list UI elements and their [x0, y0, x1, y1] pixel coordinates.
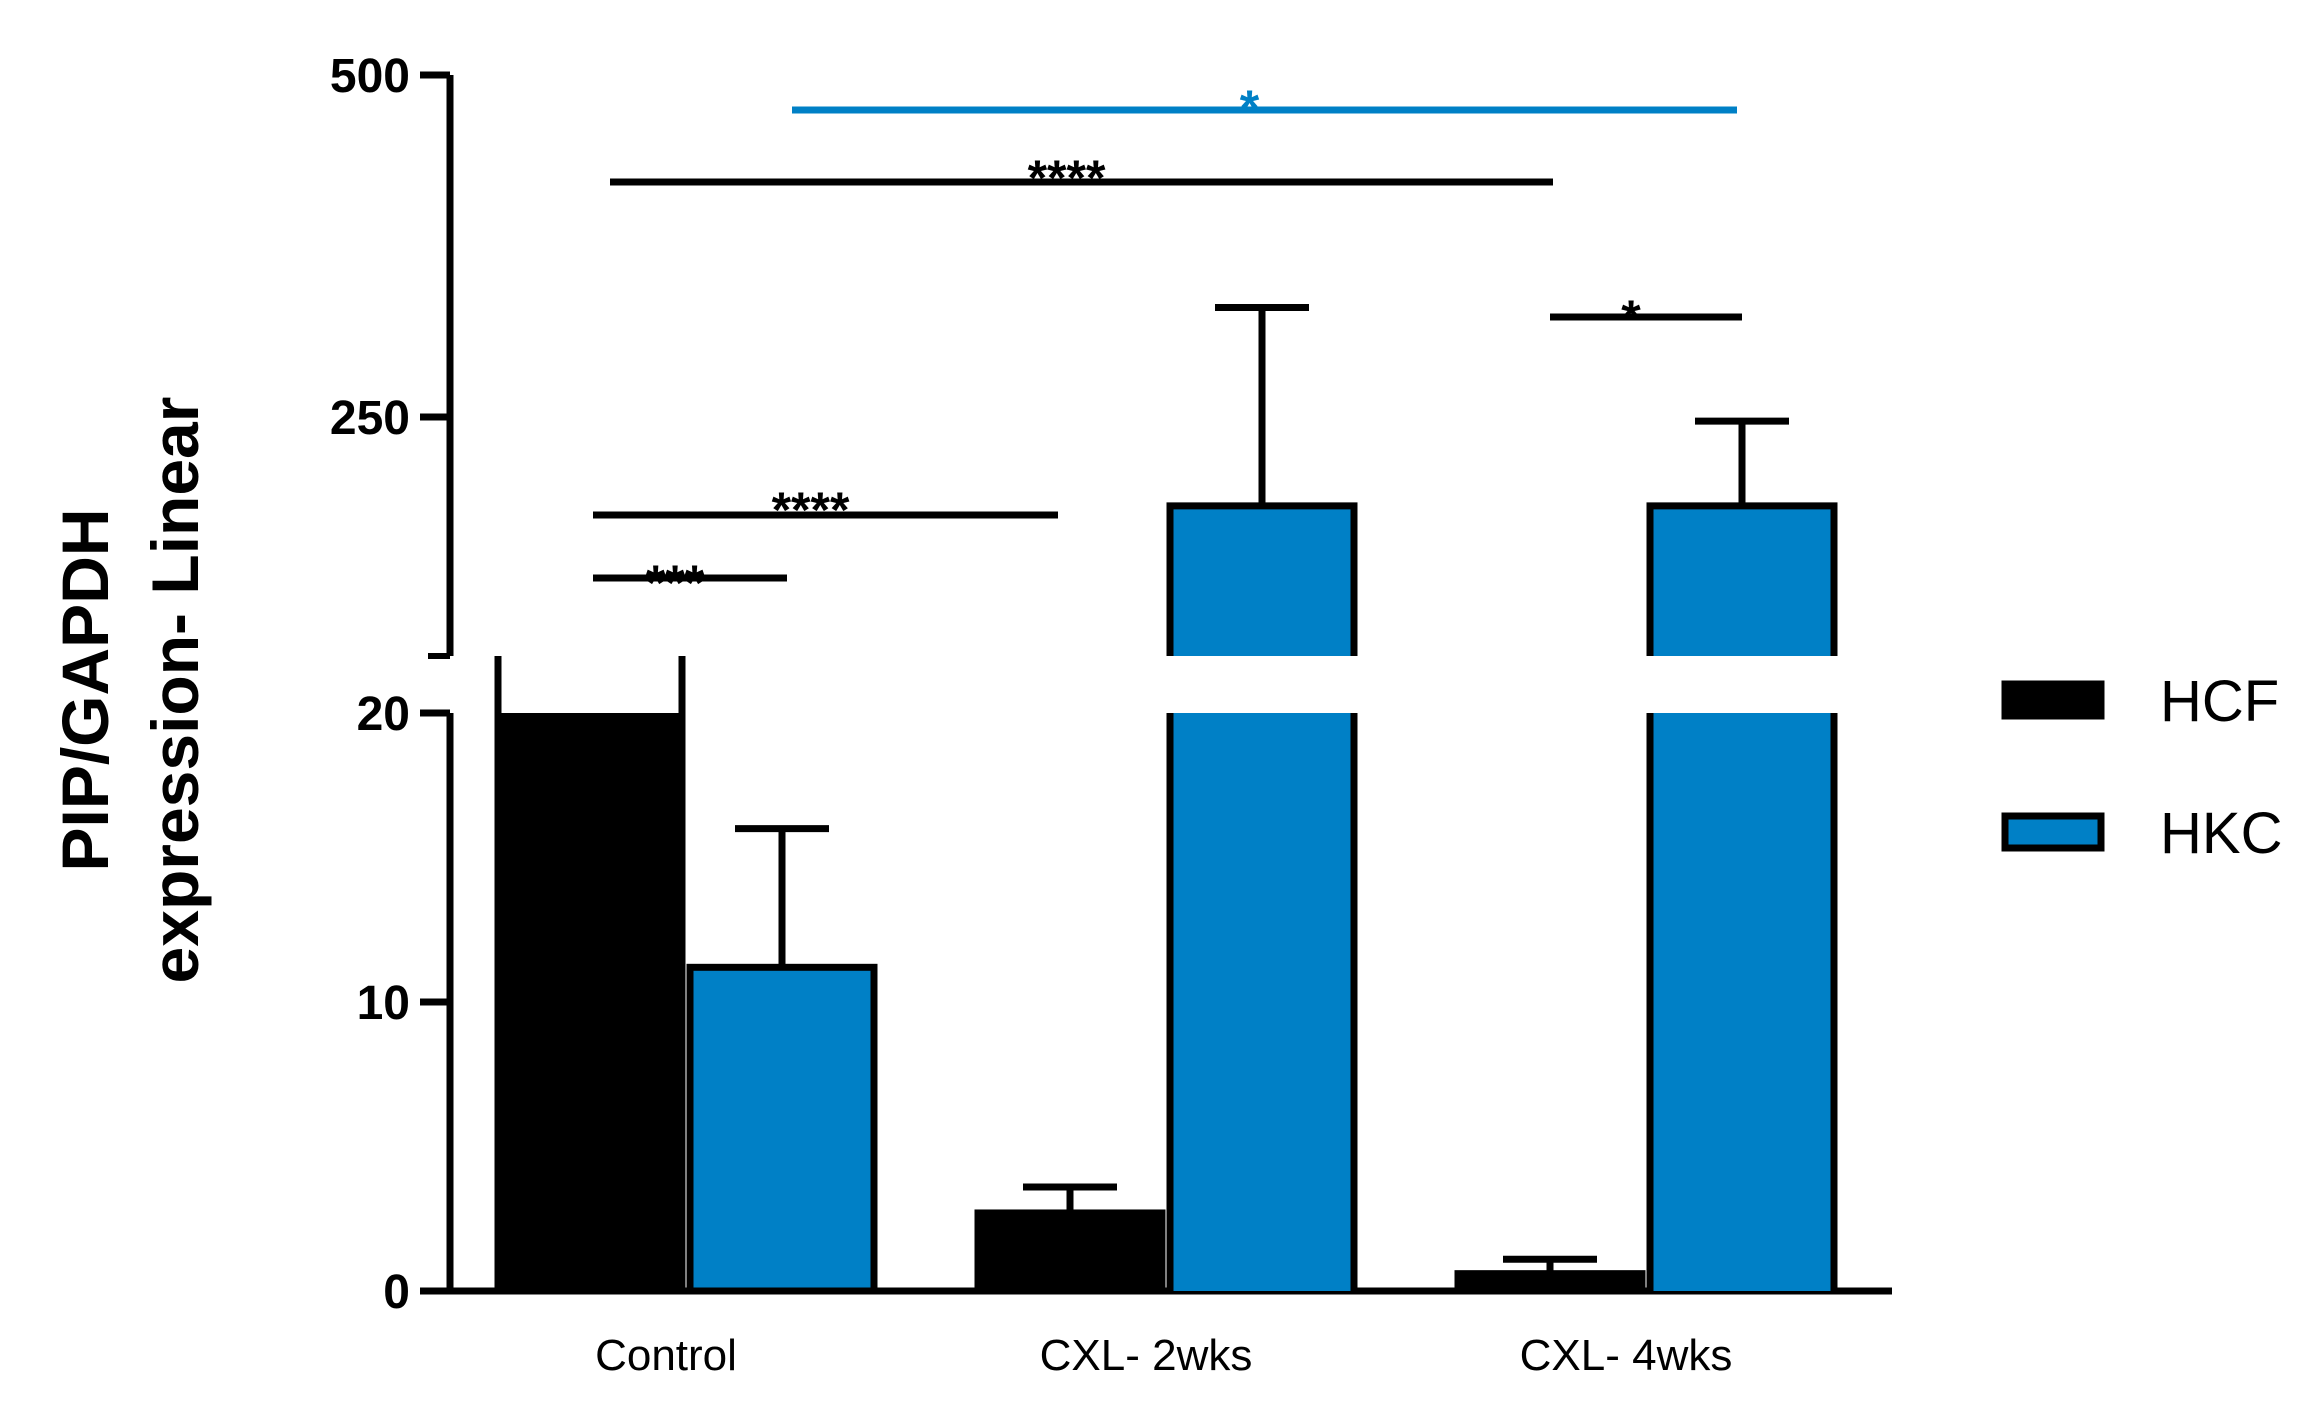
y-ticks: 500 250 20 10 0: [330, 50, 450, 1319]
bar-hcf: [494, 656, 686, 1291]
significance-brackets: *************: [593, 80, 1742, 611]
y-axis-title: PIP/GAPDH expression- Linear: [48, 397, 212, 984]
bar-upper-outline: [494, 656, 686, 735]
bar-lower-outline: [1646, 713, 1838, 1291]
bar-upper-segment: [1650, 505, 1834, 656]
bar-lower-outline: [1166, 713, 1358, 1291]
bar-hcf: [974, 1209, 1166, 1295]
legend-label: HCF: [2160, 669, 2279, 734]
bar-hkc: [686, 963, 878, 1295]
y-tick-label: 0: [383, 1266, 410, 1319]
legend-swatch-hkc: [2001, 812, 2105, 852]
y-axis-title-line-2: expression- Linear: [138, 397, 212, 984]
bar-upper-segment: [1170, 505, 1354, 656]
significance-label: *: [1240, 80, 1260, 136]
significance-label: ****: [1028, 150, 1106, 206]
bars: [494, 502, 1838, 1295]
significance-label: ****: [772, 482, 850, 538]
legend: HCF HKC: [2001, 669, 2282, 866]
y-tick-label: 500: [330, 50, 410, 103]
bar-lower-segment: [498, 713, 682, 1291]
x-tick-label: CXL- 4wks: [1520, 1331, 1733, 1380]
x-tick-label: CXL- 2wks: [1040, 1331, 1253, 1380]
significance-label: ***: [646, 555, 705, 611]
x-tick-labels: Control CXL- 2wks CXL- 4wks: [595, 1331, 1732, 1380]
y-axis-title-line-1: PIP/GAPDH: [48, 508, 122, 871]
error-bars: [735, 304, 1789, 1274]
y-tick-label: 20: [357, 688, 410, 741]
bar-hcf: [1454, 1270, 1646, 1295]
legend-swatch-hcf: [2001, 680, 2105, 720]
bar-lower-segment: [1650, 713, 1834, 1291]
y-tick-label: 250: [330, 392, 410, 445]
x-tick-label: Control: [595, 1331, 737, 1380]
bar-hkc: [1646, 502, 1838, 1291]
bar-lower-segment: [1170, 713, 1354, 1291]
bar-lower-outline: [494, 713, 686, 1291]
significance-label: *: [1621, 290, 1641, 346]
legend-label: HKC: [2160, 801, 2282, 866]
y-tick-label: 10: [357, 977, 410, 1030]
bar-hkc: [1166, 502, 1358, 1291]
